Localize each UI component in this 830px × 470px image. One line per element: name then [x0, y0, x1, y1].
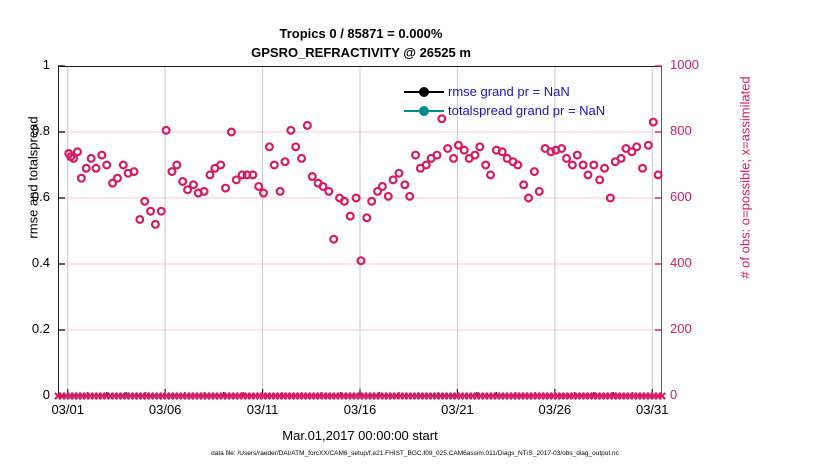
y-axis-left-tick-1: 0.2	[31, 321, 50, 336]
y-axis-right-tick-1: 200	[670, 321, 692, 336]
y-axis-left-tick-3: 0.6	[31, 189, 50, 204]
data-file-note: data file: /Users/raeder/DAI/ATM_forcXX/…	[211, 450, 619, 457]
y-axis-right-tick-0: 0	[670, 387, 678, 402]
legend-label-totalspread: totalspread grand pr = NaN	[448, 103, 606, 118]
chart-title-line-2: GPSRO_REFRACTIVITY @ 26525 m	[251, 45, 471, 60]
legend-marker-rmse	[404, 85, 444, 99]
y-axis-left-tick-5: 1	[42, 57, 50, 72]
chart-title: Tropics 0 / 85871 = 0.000% GPSRO_REFRACT…	[0, 24, 722, 62]
y-axis-left-tick-4: 0.8	[31, 123, 50, 138]
x-axis-tick-0: 03/01	[51, 402, 84, 417]
legend-entry-rmse: rmse grand pr = NaN	[404, 82, 660, 101]
x-axis-tick-4: 03/21	[441, 402, 474, 417]
x-axis-tick-5: 03/26	[538, 402, 572, 417]
y-axis-left-tick-2: 0.4	[31, 255, 50, 270]
y-axis-left-tick-0: 0	[42, 387, 50, 402]
x-axis-tick-2: 03/11	[246, 402, 279, 417]
y-axis-right-label: # of obs: o=possible; x=assimilated	[737, 76, 753, 279]
y-axis-right-tick-4: 800	[670, 123, 692, 138]
y-axis-right-tick-2: 400	[670, 255, 692, 270]
legend-marker-totalspread	[404, 104, 444, 118]
y-axis-right-tick-3: 600	[670, 189, 692, 204]
legend-label-rmse: rmse grand pr = NaN	[448, 84, 570, 99]
x-axis-label: Mar.01,2017 00:00:00 start	[282, 428, 438, 443]
legend-entry-totalspread: totalspread grand pr = NaN	[404, 101, 660, 120]
x-axis-tick-3: 03/16	[343, 402, 377, 417]
x-axis-tick-6: 03/31	[635, 402, 669, 417]
legend: rmse grand pr = NaN totalspread grand pr…	[404, 80, 660, 122]
y-axis-right-tick-5: 1000	[670, 57, 699, 72]
chart-title-line-1: Tropics 0 / 85871 = 0.000%	[279, 26, 443, 41]
x-axis-tick-1: 03/06	[148, 402, 182, 417]
